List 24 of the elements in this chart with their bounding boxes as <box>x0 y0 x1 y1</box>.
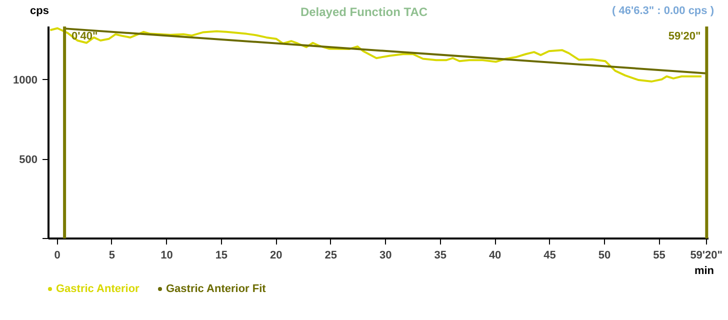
x-tick-label: 40 <box>488 250 502 262</box>
x-tick-label: 15 <box>215 250 228 262</box>
y-axis-title: cps <box>30 4 49 19</box>
x-tick-label: 59'20" <box>690 250 723 262</box>
annotation: 59'20" <box>668 30 701 42</box>
x-tick-label: 55 <box>653 250 666 262</box>
legend-label: Gastric Anterior Fit <box>166 282 266 297</box>
x-axis-title: min <box>694 264 714 279</box>
text: ( 46'6.3" : 0.00 cps ) <box>612 4 714 19</box>
y-tick-label: 500 <box>19 154 38 166</box>
x-tick-label: 20 <box>270 250 282 262</box>
x-tick-label: 25 <box>324 250 338 262</box>
legend-label: Gastric Anterior <box>56 282 140 297</box>
x-tick-label: 30 <box>379 250 392 262</box>
x-tick-label: 5 <box>108 250 116 262</box>
x-tick-label: 35 <box>434 250 446 262</box>
x-tick-label: 50 <box>598 250 611 262</box>
annotation: 0'40" <box>72 30 98 42</box>
chart-title: Delayed Function TAC <box>300 5 428 19</box>
y-tick-label: 1000 <box>13 74 38 87</box>
x-tick-label: 0 <box>54 250 60 262</box>
x-tick-label: 10 <box>160 250 173 262</box>
x-tick-label: 45 <box>544 250 556 262</box>
line-series <box>49 27 702 82</box>
